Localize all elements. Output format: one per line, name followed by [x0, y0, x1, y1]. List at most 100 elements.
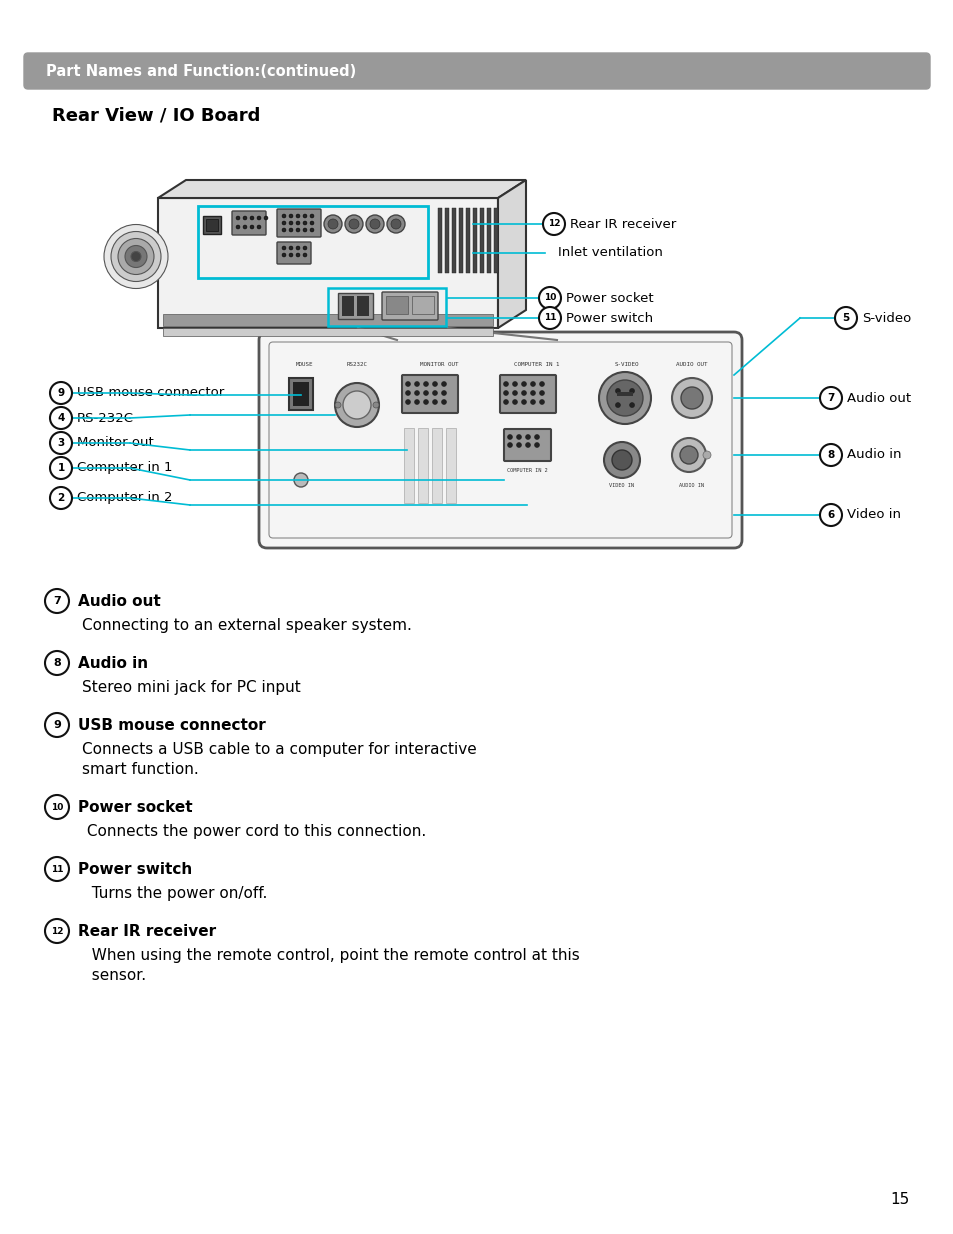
Circle shape: [366, 215, 384, 233]
Text: Rear IR receiver: Rear IR receiver: [78, 923, 216, 939]
FancyBboxPatch shape: [473, 209, 476, 273]
Text: 5: 5: [841, 313, 849, 323]
Circle shape: [503, 400, 508, 405]
Text: USB mouse connector: USB mouse connector: [78, 717, 266, 733]
Circle shape: [405, 400, 410, 405]
FancyBboxPatch shape: [258, 332, 741, 548]
FancyBboxPatch shape: [163, 328, 493, 336]
Text: Video in: Video in: [846, 508, 900, 522]
Circle shape: [405, 390, 410, 396]
Circle shape: [423, 390, 428, 396]
Circle shape: [373, 402, 378, 408]
FancyBboxPatch shape: [341, 296, 354, 316]
Circle shape: [441, 390, 446, 396]
Circle shape: [521, 390, 526, 396]
Circle shape: [387, 215, 405, 233]
Circle shape: [516, 443, 521, 448]
Text: Connects a USB cable to a computer for interactive: Connects a USB cable to a computer for i…: [82, 742, 476, 756]
Circle shape: [250, 225, 253, 230]
Circle shape: [423, 400, 428, 405]
Text: 7: 7: [53, 596, 61, 606]
Circle shape: [328, 218, 337, 230]
Circle shape: [414, 390, 419, 396]
Text: Power switch: Power switch: [565, 311, 653, 325]
Text: 12: 12: [547, 220, 559, 228]
FancyBboxPatch shape: [458, 209, 462, 273]
Circle shape: [343, 391, 371, 420]
Text: S-VIDEO: S-VIDEO: [614, 362, 639, 366]
FancyBboxPatch shape: [232, 211, 266, 234]
Text: 1: 1: [57, 463, 65, 473]
Circle shape: [294, 473, 308, 487]
Text: When using the remote control, point the remote control at this: When using the remote control, point the…: [82, 948, 579, 963]
Circle shape: [423, 381, 428, 386]
Circle shape: [104, 225, 168, 289]
Circle shape: [295, 253, 299, 257]
Circle shape: [310, 213, 314, 218]
FancyBboxPatch shape: [403, 428, 414, 503]
Circle shape: [118, 238, 153, 274]
Circle shape: [349, 218, 358, 230]
FancyBboxPatch shape: [158, 197, 497, 328]
Circle shape: [45, 589, 69, 613]
Circle shape: [441, 400, 446, 405]
Circle shape: [503, 390, 508, 396]
FancyBboxPatch shape: [276, 242, 311, 264]
Text: 2: 2: [57, 494, 65, 503]
Circle shape: [820, 387, 841, 408]
Text: Rear View / IO Board: Rear View / IO Board: [52, 107, 260, 125]
Circle shape: [606, 380, 642, 416]
Circle shape: [264, 216, 268, 220]
Circle shape: [250, 216, 253, 220]
Text: sensor.: sensor.: [82, 967, 146, 983]
Text: VIDEO IN: VIDEO IN: [609, 482, 634, 487]
FancyBboxPatch shape: [446, 428, 456, 503]
Circle shape: [256, 225, 261, 230]
Text: Audio out: Audio out: [846, 391, 910, 405]
Circle shape: [310, 228, 314, 232]
Circle shape: [534, 434, 539, 439]
Text: Connecting to an external speaker system.: Connecting to an external speaker system…: [82, 618, 412, 633]
Text: Computer in 2: Computer in 2: [77, 491, 172, 505]
FancyBboxPatch shape: [503, 429, 551, 462]
FancyBboxPatch shape: [276, 209, 320, 237]
Text: Computer in 1: Computer in 1: [77, 462, 172, 475]
Circle shape: [45, 713, 69, 737]
FancyBboxPatch shape: [356, 296, 369, 316]
Text: 10: 10: [543, 294, 556, 302]
Circle shape: [50, 383, 71, 404]
Text: Part Names and Function:(continued): Part Names and Function:(continued): [46, 63, 355, 79]
Text: Monitor out: Monitor out: [77, 437, 153, 449]
Text: Rear IR receiver: Rear IR receiver: [569, 217, 676, 231]
Circle shape: [256, 216, 261, 220]
Circle shape: [534, 443, 539, 448]
Text: 3: 3: [57, 438, 65, 448]
FancyBboxPatch shape: [444, 209, 449, 273]
Circle shape: [521, 381, 526, 386]
Circle shape: [243, 216, 247, 220]
Text: Turns the power on/off.: Turns the power on/off.: [82, 886, 267, 901]
Circle shape: [45, 919, 69, 943]
FancyBboxPatch shape: [486, 209, 491, 273]
Circle shape: [521, 400, 526, 405]
Circle shape: [303, 253, 307, 257]
Text: Connects the power cord to this connection.: Connects the power cord to this connecti…: [82, 824, 426, 839]
Circle shape: [391, 218, 400, 230]
Circle shape: [289, 213, 293, 218]
Text: Inlet ventilation: Inlet ventilation: [558, 247, 662, 259]
Text: USB mouse connector: USB mouse connector: [77, 386, 224, 400]
Circle shape: [295, 246, 299, 251]
Circle shape: [303, 246, 307, 251]
Circle shape: [530, 390, 535, 396]
Circle shape: [45, 856, 69, 881]
Circle shape: [834, 307, 856, 329]
Circle shape: [441, 381, 446, 386]
Text: Audio in: Audio in: [846, 448, 901, 462]
Text: COMPUTER IN 1: COMPUTER IN 1: [514, 362, 559, 366]
Circle shape: [702, 450, 710, 459]
Text: 11: 11: [51, 865, 63, 874]
Text: 9: 9: [53, 719, 61, 731]
FancyBboxPatch shape: [452, 209, 456, 273]
Circle shape: [414, 381, 419, 386]
Polygon shape: [497, 180, 525, 328]
